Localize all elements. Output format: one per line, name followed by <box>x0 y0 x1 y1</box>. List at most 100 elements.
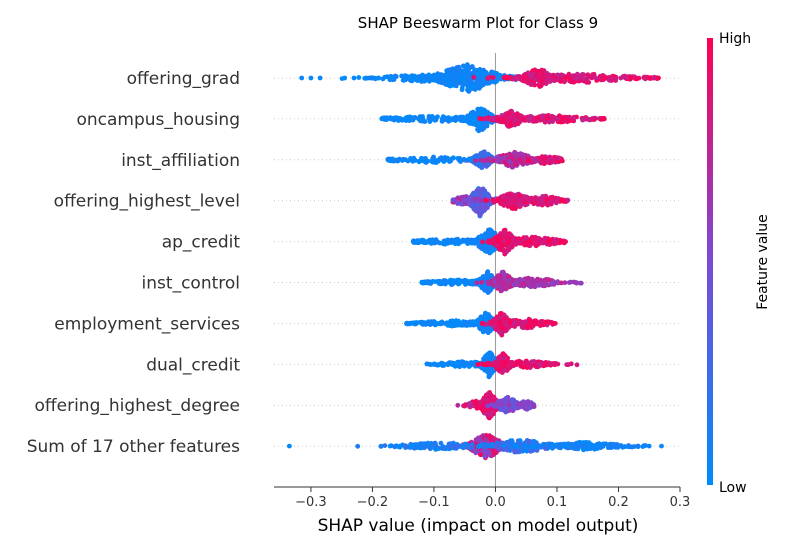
shap-point <box>480 433 486 438</box>
shap-point <box>453 118 458 123</box>
shap-point <box>472 193 478 198</box>
shap-point <box>556 155 562 161</box>
shap-point <box>488 156 494 162</box>
shap-point <box>444 73 450 79</box>
shap-point <box>530 280 536 286</box>
shap-point <box>528 196 534 202</box>
shap-point <box>466 201 472 207</box>
shap-point <box>458 117 464 122</box>
shap-point <box>372 75 377 81</box>
shap-point <box>460 237 465 243</box>
shap-point <box>580 117 585 123</box>
shap-point <box>485 412 491 418</box>
shap-point <box>537 362 543 367</box>
shap-point <box>474 76 480 82</box>
shap-point <box>507 320 513 326</box>
shap-point <box>363 75 369 81</box>
shap-point <box>480 320 485 326</box>
shap-point <box>656 75 661 81</box>
shap-point <box>498 406 504 412</box>
shap-point <box>410 158 415 163</box>
feature-points <box>299 62 661 94</box>
shap-point <box>466 364 472 369</box>
shap-point <box>391 158 396 164</box>
shap-point <box>521 152 526 158</box>
shap-point <box>513 241 519 247</box>
shap-point <box>463 402 468 408</box>
shap-point <box>308 75 314 81</box>
shap-point <box>533 243 539 249</box>
shap-point <box>537 323 543 328</box>
shap-point <box>498 321 503 327</box>
feature-points <box>287 433 664 461</box>
shap-point <box>455 402 461 408</box>
shap-point <box>413 239 419 244</box>
shap-point <box>376 75 381 81</box>
shap-point <box>565 197 571 203</box>
shap-point <box>518 157 523 162</box>
shap-point <box>506 245 512 251</box>
shap-point <box>462 197 468 203</box>
shap-point <box>447 67 453 73</box>
shap-point <box>460 63 466 69</box>
feature-points <box>411 227 568 257</box>
shap-point <box>494 314 500 320</box>
shap-point <box>479 157 484 163</box>
shap-point <box>410 73 416 79</box>
shap-point <box>488 362 494 368</box>
shap-point <box>473 450 479 456</box>
shap-point <box>485 403 491 409</box>
shap-point <box>477 399 483 405</box>
shap-point <box>472 240 478 246</box>
shap-point <box>552 362 558 368</box>
shap-point <box>409 78 415 84</box>
shap-point <box>562 280 568 286</box>
shap-point <box>511 156 517 162</box>
shap-point <box>495 116 501 122</box>
shap-point <box>400 77 406 83</box>
shap-point <box>411 115 417 121</box>
shap-point <box>501 116 506 121</box>
shap-point <box>520 319 526 325</box>
shap-point <box>478 452 483 457</box>
shap-point <box>405 158 411 164</box>
shap-point <box>558 79 564 84</box>
shap-point <box>495 362 501 367</box>
shap-point <box>482 454 488 459</box>
shap-point <box>463 117 468 122</box>
shap-point <box>532 159 538 164</box>
shap-point <box>400 74 406 79</box>
shap-point <box>476 71 482 77</box>
shap-point <box>493 449 498 455</box>
shap-point <box>490 75 496 80</box>
shap-point <box>405 76 411 81</box>
shap-point <box>538 76 544 81</box>
shap-point <box>516 153 522 159</box>
shap-point <box>351 75 357 81</box>
shap-point <box>437 156 443 162</box>
shap-point <box>551 78 557 83</box>
shap-point <box>508 152 513 158</box>
shap-point <box>487 451 493 456</box>
shap-point <box>620 74 626 79</box>
shap-point <box>629 75 634 80</box>
shap-point <box>498 159 503 164</box>
shap-point <box>456 241 461 247</box>
shap-point <box>466 120 472 126</box>
shap-point <box>424 239 430 245</box>
shap-point <box>589 74 595 80</box>
shap-point <box>491 70 497 76</box>
shap-point <box>523 405 529 411</box>
shap-point <box>609 75 614 80</box>
shap-point <box>489 370 494 376</box>
shap-point <box>529 234 535 240</box>
shap-point <box>514 282 519 288</box>
shap-point <box>431 158 436 163</box>
shap-point <box>574 76 580 81</box>
shap-point <box>487 227 493 233</box>
shap-point <box>499 402 505 407</box>
shap-point <box>540 197 546 203</box>
shap-point <box>439 72 445 78</box>
shap-point <box>521 324 527 330</box>
shap-point <box>482 206 488 212</box>
